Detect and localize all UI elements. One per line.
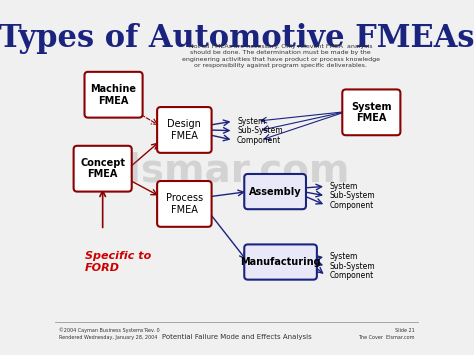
Text: System: System <box>329 182 358 191</box>
Text: Assembly: Assembly <box>249 187 301 197</box>
FancyBboxPatch shape <box>157 181 211 227</box>
Text: Potential Failure Mode and Effects Analysis: Potential Failure Mode and Effects Analy… <box>162 333 312 339</box>
Text: System: System <box>237 117 265 126</box>
Text: Not all FMEAs are necessary. Only relevant FMEA  analysis
should be done. The de: Not all FMEAs are necessary. Only releva… <box>182 44 380 69</box>
FancyBboxPatch shape <box>84 72 143 118</box>
Text: Sub-System: Sub-System <box>329 191 375 200</box>
Text: Specific to
FORD: Specific to FORD <box>84 251 151 273</box>
Text: Elsmar.com: Elsmar.com <box>102 152 350 190</box>
Text: Sub-System: Sub-System <box>237 126 283 135</box>
FancyBboxPatch shape <box>244 174 306 209</box>
Text: Process
FMEA: Process FMEA <box>166 193 203 215</box>
FancyBboxPatch shape <box>157 107 211 153</box>
Text: Component: Component <box>329 201 374 210</box>
FancyBboxPatch shape <box>73 146 132 192</box>
Text: Slide 21
The Cover  Elsmar.com: Slide 21 The Cover Elsmar.com <box>358 328 415 339</box>
Text: Component: Component <box>237 136 281 145</box>
Text: Sub-System: Sub-System <box>329 262 375 271</box>
Text: Types of Automotive FMEAs: Types of Automotive FMEAs <box>0 22 474 54</box>
FancyBboxPatch shape <box>342 89 401 135</box>
Text: System: System <box>329 252 358 261</box>
Text: System
FMEA: System FMEA <box>351 102 392 123</box>
Text: Machine
FMEA: Machine FMEA <box>91 84 137 105</box>
Text: Design
FMEA: Design FMEA <box>167 119 201 141</box>
Text: Concept
FMEA: Concept FMEA <box>80 158 125 180</box>
Text: Manufacturing: Manufacturing <box>240 257 321 267</box>
FancyBboxPatch shape <box>244 245 317 280</box>
Text: ©2004 Cayman Business Systems’Rev. 0
Rendered Wednesday, January 28, 2004: ©2004 Cayman Business Systems’Rev. 0 Ren… <box>59 327 160 339</box>
Text: Component: Component <box>329 271 374 280</box>
